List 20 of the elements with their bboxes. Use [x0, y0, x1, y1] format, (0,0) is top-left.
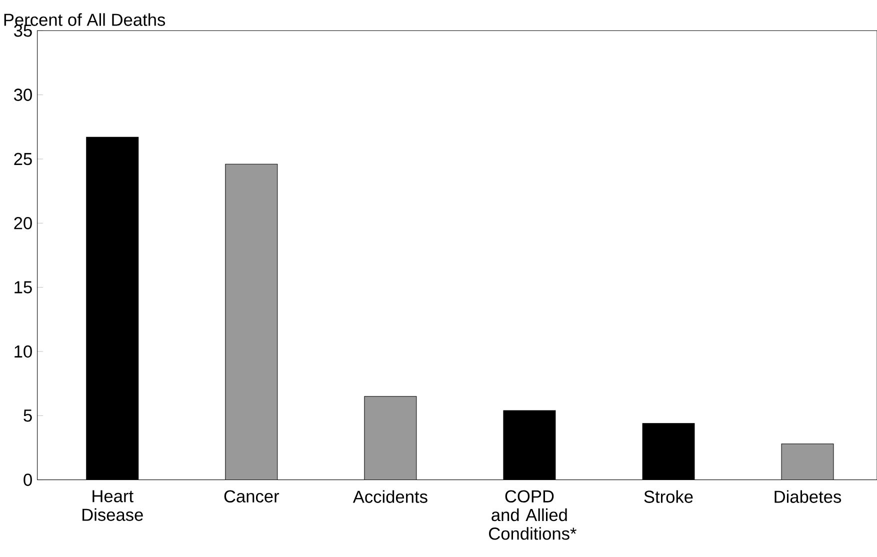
y-tick-label: 20: [14, 216, 32, 230]
y-tick-label: 10: [14, 345, 32, 358]
y-tick-label: 5: [24, 410, 32, 422]
x-tick-label: Cancer: [224, 490, 280, 502]
y-axis-title: Percent of All Deaths: [4, 13, 166, 26]
bar: [86, 136, 139, 480]
bar: [503, 410, 556, 480]
x-tick-label: Diabetes: [774, 490, 842, 503]
y-tick-label: 15: [14, 281, 32, 294]
y-tick-label: 35: [14, 24, 32, 37]
x-tick-label: Stroke: [644, 490, 693, 503]
y-tick-label: 30: [14, 88, 32, 101]
x-tick-label: COPD and Allied Conditions*: [489, 490, 576, 540]
bar: [364, 396, 417, 480]
x-tick-label: Accidents: [352, 490, 428, 503]
x-tick-label: Heart Disease: [82, 490, 143, 521]
bar: [225, 164, 278, 480]
y-tick-label: 0: [24, 474, 32, 486]
y-tick-label: 25: [14, 152, 32, 166]
bar: [642, 423, 695, 480]
